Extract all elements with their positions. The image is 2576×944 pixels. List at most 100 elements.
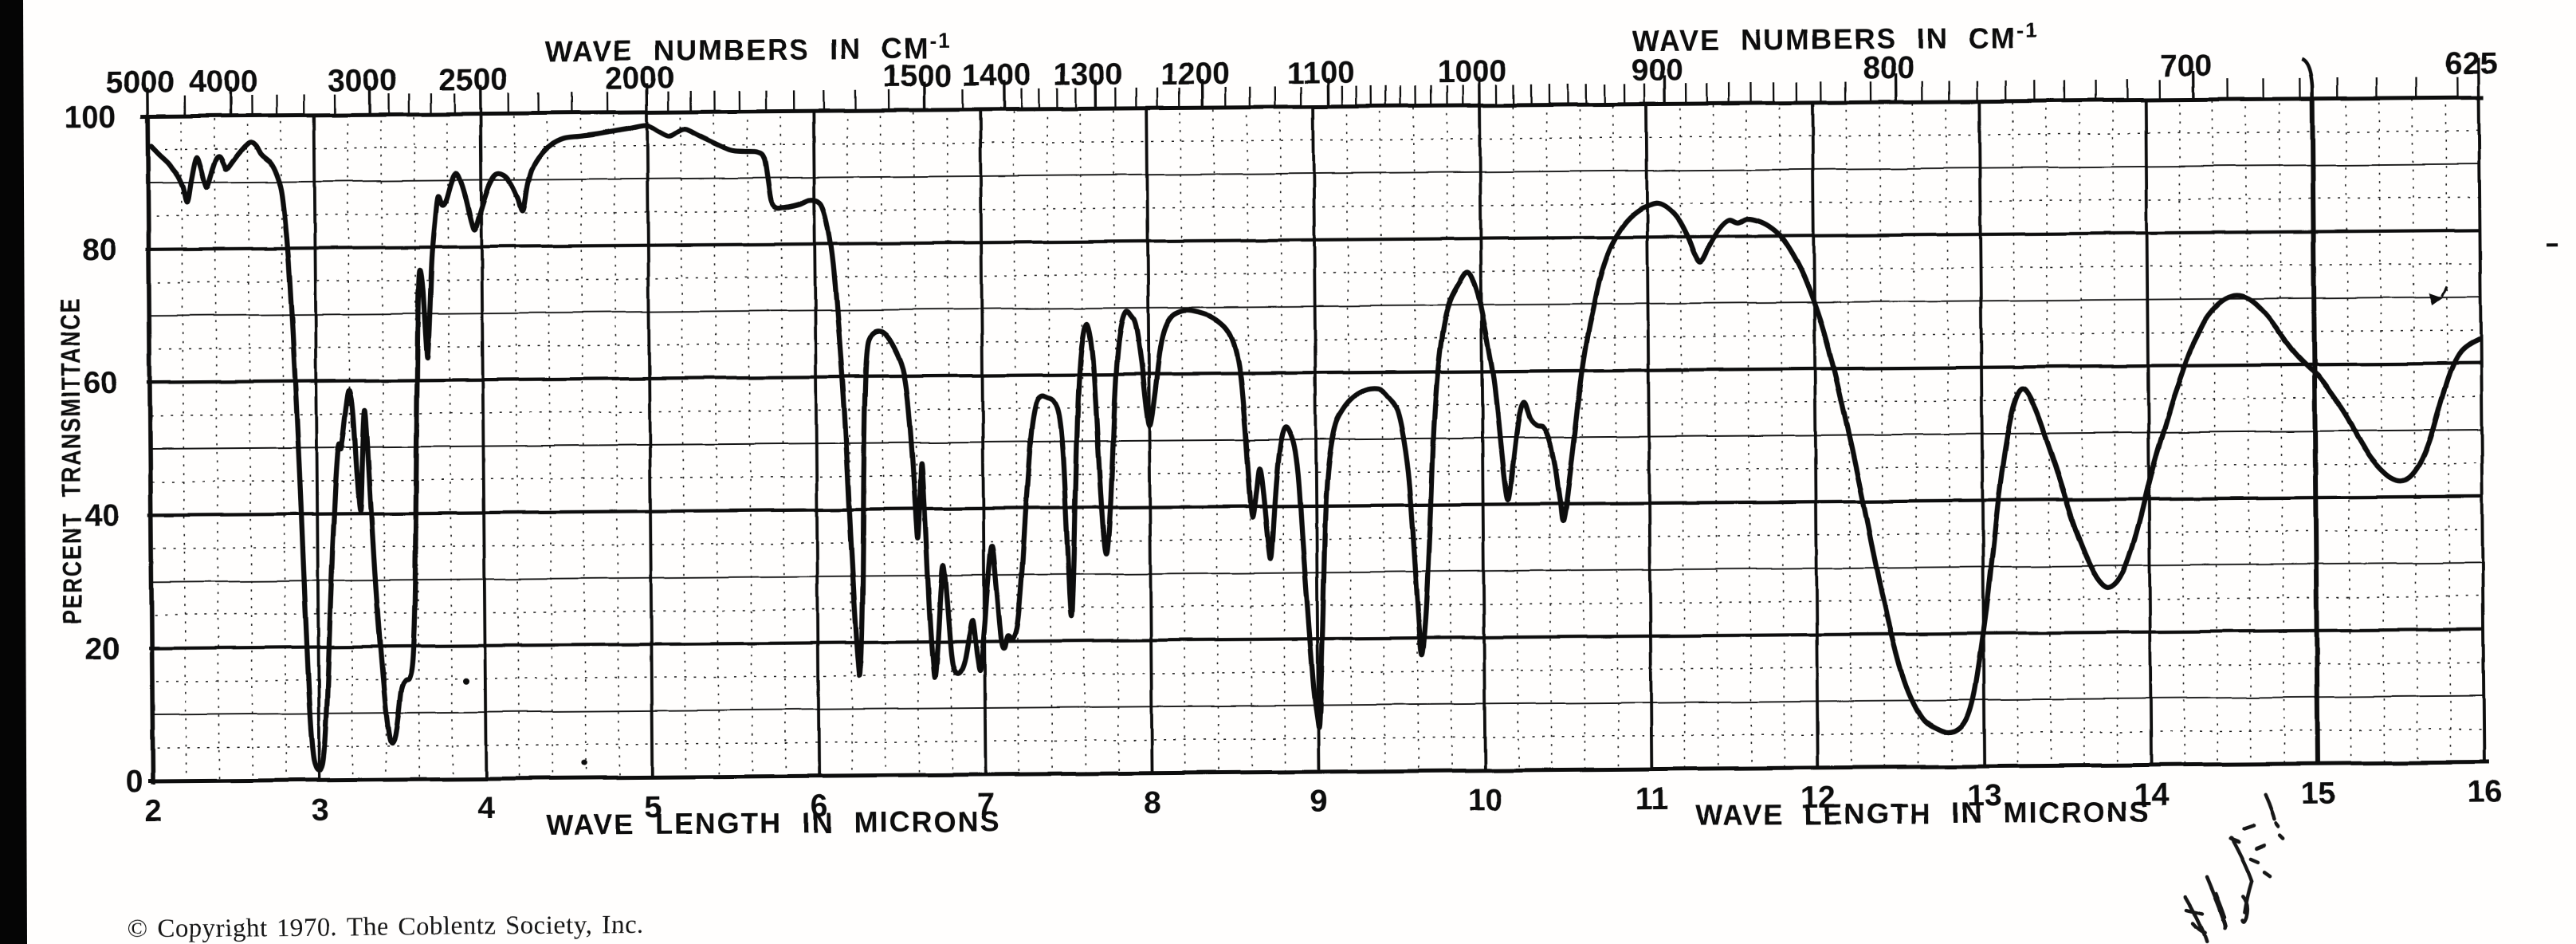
signature-stroke — [2243, 879, 2254, 914]
wavenumber-tick-labels: 5000 4000 3000 2500 2000 1500 1400 1300 1200 1100… — [105, 46, 2497, 100]
grid-line-minor-vertical — [1079, 108, 1086, 774]
wavenumber-tick-label: 900 — [1632, 53, 1683, 88]
wavelength-tick-label: 6 — [811, 789, 828, 823]
wavenumber-axis-title-right: WAVE NUMBERS IN CM-1 — [1632, 18, 2039, 57]
grid-line-minor-vertical — [679, 112, 687, 777]
grid-line-minor-vertical — [2411, 97, 2419, 763]
grid-line-major-retraced — [2310, 98, 2320, 764]
grid-line-minor-vertical — [246, 115, 254, 781]
superscript-minus-one: -1 — [929, 29, 951, 53]
grid-line-minor-vertical — [879, 110, 887, 776]
signature-stroke — [2242, 824, 2256, 831]
right-axis-line — [2477, 97, 2486, 763]
wavelength-tick-label: 3 — [311, 793, 328, 827]
wavenumber-tick-label: 1400 — [962, 58, 1031, 93]
grid-line-minor-vertical — [347, 114, 354, 780]
scan-edge-bar — [0, 0, 27, 944]
grid-line-major-vertical — [479, 113, 488, 779]
wavelength-tick-label: 15 — [2300, 777, 2335, 811]
grid-line-minor-vertical — [546, 112, 554, 778]
signature-stroke — [2254, 844, 2266, 851]
grid-line-major-horizontal — [145, 228, 2480, 251]
wavenumber-tick-label: 2500 — [438, 62, 508, 97]
grid-line-major-vertical — [2144, 100, 2153, 765]
grid-line-minor-vertical — [1879, 102, 1886, 768]
grid-line-major-vertical — [312, 115, 321, 781]
transmittance-tick-label: 80 — [82, 233, 117, 267]
signature-stroke — [2248, 857, 2260, 864]
copyright-notice: © Copyright 1970. The Coblentz Society, … — [127, 911, 643, 943]
grid-line-major-horizontal — [147, 494, 2483, 517]
grid-line-minor-vertical — [1279, 107, 1286, 773]
grid-line-minor-vertical — [1911, 101, 1919, 767]
wavelength-tick-label: 8 — [1144, 786, 1161, 820]
wavenumber-tick-label: 1000 — [1438, 54, 1507, 89]
grid-line-minor-vertical — [2078, 100, 2086, 766]
transmittance-tick-labels: 100 80 60 40 20 0 — [64, 100, 143, 799]
grid-line-major-vertical — [1478, 105, 1487, 771]
spectrum-curve — [148, 123, 2482, 773]
bottom-axis-line — [147, 760, 2489, 784]
grid-line-major-vertical — [978, 109, 988, 775]
transmittance-tick-label: 40 — [84, 499, 120, 533]
grid-line-minor-vertical — [2178, 100, 2185, 765]
superscript-minus-one: -1 — [2016, 18, 2038, 42]
wavenumber-axis-ticks — [146, 57, 2480, 117]
wavelength-tick-label: 11 — [1636, 781, 1669, 816]
arrow-ink-mark-tail — [2441, 285, 2448, 297]
grid-line-major-vertical — [1311, 107, 1321, 773]
scan-artifacts — [462, 243, 2558, 766]
grid-line-major-vertical — [1644, 104, 1654, 769]
signature-stroke — [2274, 820, 2280, 828]
signature-stroke — [2278, 832, 2285, 840]
signature-stroke — [2263, 793, 2276, 821]
grid-line-minor-vertical — [1778, 103, 1786, 769]
wavelength-tick-label: 5 — [644, 790, 662, 824]
grid-line-major-horizontal — [148, 627, 2484, 651]
wavelength-axis-title-left: WAVE LENGTH IN MICRONS — [546, 804, 1001, 841]
transmittance-tick-label: 20 — [85, 632, 120, 667]
wavenumber-axis-titles: WAVE NUMBERS IN CM-1 WAVE NUMBERS IN CM-1 — [545, 18, 2039, 68]
y-axis-title: PERCENT TRANSMITTANCE — [55, 297, 87, 624]
transmittance-tick-label: 0 — [125, 765, 143, 799]
signature-stroke — [2221, 918, 2228, 930]
wavelength-tick-label: 10 — [1468, 783, 1503, 817]
grid-line-minor-vertical — [579, 112, 587, 778]
ink-speck — [581, 760, 587, 766]
transmittance-tick-label: 60 — [83, 366, 118, 400]
grid-line-minor-vertical — [2378, 98, 2386, 764]
wavelength-axis-title-right: WAVE LENGTH IN MICRONS — [1695, 795, 2150, 832]
wavenumber-tick-label: 700 — [2160, 49, 2212, 84]
grid-line-minor-vertical — [1579, 104, 1586, 770]
grid-line-minor-vertical — [1179, 108, 1187, 773]
wavenumber-tick-label: 1100 — [1287, 56, 1355, 91]
chart-area: 5000 4000 3000 2500 2000 1500 1400 1300 1200 1100… — [55, 18, 2558, 943]
axis-frame-lines — [140, 95, 2489, 785]
wavelength-tick-label: 16 — [2467, 775, 2502, 809]
wavenumber-tick-label: 2000 — [605, 61, 674, 96]
wavelength-tick-label: 13 — [1968, 779, 2003, 813]
retraced-line-hook — [2300, 57, 2315, 102]
grid-line-major-vertical — [1145, 108, 1154, 773]
signature-stroke — [2185, 907, 2205, 916]
grid-line-minor-vertical — [779, 111, 787, 777]
wavelength-tick-label: 2 — [144, 794, 162, 828]
grid-line-minor-vertical — [2212, 99, 2219, 765]
grid-line-major-vertical — [1977, 101, 1987, 767]
signature-stroke — [2191, 921, 2207, 935]
signature-stroke — [2228, 836, 2240, 844]
wavelength-tick-label: 7 — [977, 787, 995, 821]
wavelength-tick-labels: 2 3 4 5 6 7 8 9 10 11 12 13 14 15 16 — [144, 775, 2502, 828]
ink-speck — [2546, 243, 2558, 247]
wavelength-tick-label: 4 — [477, 791, 495, 825]
wavelength-axis-titles: WAVE LENGTH IN MICRONS WAVE LENGTH IN MIC… — [546, 795, 2150, 841]
grid-lines-major — [145, 57, 2486, 781]
grid-line-minor-vertical — [446, 113, 454, 779]
left-axis-line — [145, 115, 155, 785]
ink-speck — [462, 678, 469, 685]
wavenumber-tick-label: 800 — [1863, 51, 1914, 86]
wavenumber-tick-label: 1500 — [882, 59, 952, 94]
arrow-ink-mark — [2429, 293, 2444, 305]
